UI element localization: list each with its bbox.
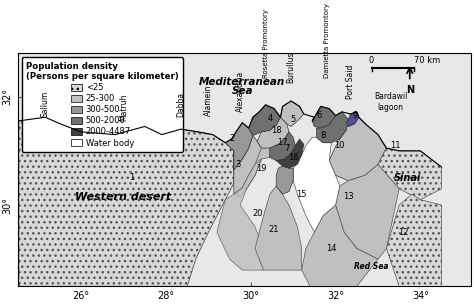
Polygon shape (378, 148, 442, 200)
Text: Mediterranean: Mediterranean (199, 77, 285, 87)
Polygon shape (257, 117, 289, 148)
Text: Bardawil
lagoon: Bardawil lagoon (374, 92, 407, 112)
Text: 20: 20 (252, 209, 263, 218)
Polygon shape (281, 101, 304, 126)
Polygon shape (270, 132, 295, 161)
Text: 12: 12 (398, 228, 409, 237)
Polygon shape (386, 194, 442, 286)
Text: 15: 15 (296, 190, 307, 199)
Text: Rosetta Promontory: Rosetta Promontory (263, 9, 269, 78)
Text: Dabba: Dabba (176, 92, 185, 117)
Text: Burullus: Burullus (287, 52, 296, 83)
Text: 14: 14 (326, 244, 337, 253)
Polygon shape (217, 159, 264, 270)
Polygon shape (234, 148, 270, 197)
Legend: <25, 25-300, 300-500, 500-2000, 2000-4487, Water body: <25, 25-300, 300-500, 500-2000, 2000-448… (22, 57, 183, 152)
Polygon shape (255, 186, 301, 270)
Text: 4: 4 (267, 114, 273, 123)
Text: Alexandria: Alexandria (236, 71, 245, 112)
Polygon shape (249, 105, 281, 136)
Text: 18: 18 (271, 126, 282, 135)
Text: Alamein: Alamein (204, 84, 213, 116)
Text: 3: 3 (236, 160, 241, 169)
Polygon shape (276, 139, 304, 168)
Text: Red Sea: Red Sea (355, 262, 389, 271)
Polygon shape (336, 164, 399, 259)
Text: 19: 19 (256, 164, 267, 173)
Text: 17: 17 (277, 138, 288, 147)
Text: 9: 9 (352, 111, 357, 120)
Polygon shape (234, 136, 261, 197)
Polygon shape (346, 112, 359, 126)
Polygon shape (18, 117, 234, 286)
Text: 5: 5 (291, 115, 296, 124)
Text: 6: 6 (316, 111, 321, 120)
Text: 8: 8 (320, 131, 326, 140)
Polygon shape (301, 205, 378, 286)
Text: Western desert: Western desert (75, 192, 172, 202)
Text: 13: 13 (343, 192, 354, 202)
Text: 16: 16 (288, 153, 299, 162)
Text: 0: 0 (369, 56, 374, 65)
Text: Sea: Sea (232, 86, 253, 96)
Polygon shape (329, 117, 386, 181)
Polygon shape (317, 112, 348, 143)
Text: Sallum: Sallum (41, 91, 50, 117)
Text: 70 km: 70 km (414, 56, 440, 65)
Text: 7: 7 (284, 143, 290, 153)
Text: 11: 11 (390, 141, 400, 150)
Text: N: N (406, 85, 414, 95)
Text: 10: 10 (335, 141, 345, 150)
Text: Damietta Promontory: Damietta Promontory (324, 3, 330, 78)
Text: Matruh: Matruh (119, 94, 128, 121)
Text: 2: 2 (229, 134, 234, 143)
Text: 21: 21 (269, 225, 279, 234)
Text: Sinai: Sinai (394, 173, 421, 183)
Polygon shape (312, 106, 336, 128)
Polygon shape (225, 123, 253, 170)
Text: 1: 1 (129, 174, 135, 182)
Polygon shape (293, 137, 340, 232)
Polygon shape (276, 166, 293, 194)
Text: Port Said: Port Said (346, 65, 355, 99)
